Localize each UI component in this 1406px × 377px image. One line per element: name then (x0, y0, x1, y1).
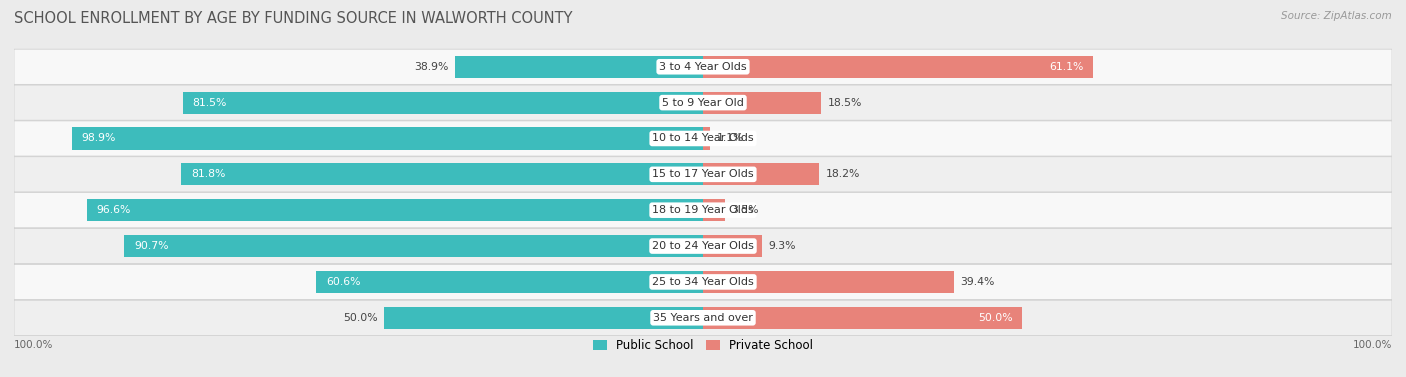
Text: 39.4%: 39.4% (960, 277, 995, 287)
FancyBboxPatch shape (14, 264, 1392, 299)
Bar (703, 235, 762, 257)
Bar (703, 56, 1092, 78)
Bar (181, 163, 703, 185)
Text: 60.6%: 60.6% (326, 277, 360, 287)
Bar (316, 271, 703, 293)
Bar (87, 199, 703, 221)
Text: 90.7%: 90.7% (134, 241, 169, 251)
Bar (456, 56, 703, 78)
Text: 100.0%: 100.0% (14, 340, 53, 350)
Text: 50.0%: 50.0% (977, 313, 1012, 323)
FancyBboxPatch shape (14, 300, 1392, 336)
Text: 1.1%: 1.1% (717, 133, 744, 144)
Text: 50.0%: 50.0% (343, 313, 378, 323)
Text: 38.9%: 38.9% (415, 62, 449, 72)
FancyBboxPatch shape (14, 157, 1392, 192)
Text: 35 Years and over: 35 Years and over (652, 313, 754, 323)
Bar (703, 163, 820, 185)
Text: 18.2%: 18.2% (825, 169, 860, 179)
Text: 10 to 14 Year Olds: 10 to 14 Year Olds (652, 133, 754, 144)
Bar (384, 307, 703, 329)
Text: 81.8%: 81.8% (191, 169, 225, 179)
FancyBboxPatch shape (14, 85, 1392, 120)
Bar (183, 92, 703, 114)
Bar (703, 92, 821, 114)
Text: 61.1%: 61.1% (1049, 62, 1083, 72)
Bar (124, 235, 703, 257)
Text: 20 to 24 Year Olds: 20 to 24 Year Olds (652, 241, 754, 251)
Text: 18 to 19 Year Olds: 18 to 19 Year Olds (652, 205, 754, 215)
Text: 98.9%: 98.9% (82, 133, 117, 144)
FancyBboxPatch shape (14, 193, 1392, 228)
Text: Source: ZipAtlas.com: Source: ZipAtlas.com (1281, 11, 1392, 21)
FancyBboxPatch shape (14, 228, 1392, 264)
Text: 9.3%: 9.3% (769, 241, 796, 251)
Text: 5 to 9 Year Old: 5 to 9 Year Old (662, 98, 744, 107)
Legend: Public School, Private School: Public School, Private School (588, 334, 818, 357)
Text: SCHOOL ENROLLMENT BY AGE BY FUNDING SOURCE IN WALWORTH COUNTY: SCHOOL ENROLLMENT BY AGE BY FUNDING SOUR… (14, 11, 572, 26)
Bar (703, 307, 1022, 329)
Text: 81.5%: 81.5% (193, 98, 226, 107)
Bar (703, 199, 725, 221)
Text: 15 to 17 Year Olds: 15 to 17 Year Olds (652, 169, 754, 179)
Text: 96.6%: 96.6% (97, 205, 131, 215)
Bar (703, 271, 955, 293)
Text: 18.5%: 18.5% (827, 98, 862, 107)
Bar (703, 127, 710, 150)
Text: 3 to 4 Year Olds: 3 to 4 Year Olds (659, 62, 747, 72)
FancyBboxPatch shape (14, 49, 1392, 84)
FancyBboxPatch shape (14, 121, 1392, 156)
Text: 100.0%: 100.0% (1353, 340, 1392, 350)
Text: 3.5%: 3.5% (731, 205, 759, 215)
Bar (72, 127, 703, 150)
Text: 25 to 34 Year Olds: 25 to 34 Year Olds (652, 277, 754, 287)
